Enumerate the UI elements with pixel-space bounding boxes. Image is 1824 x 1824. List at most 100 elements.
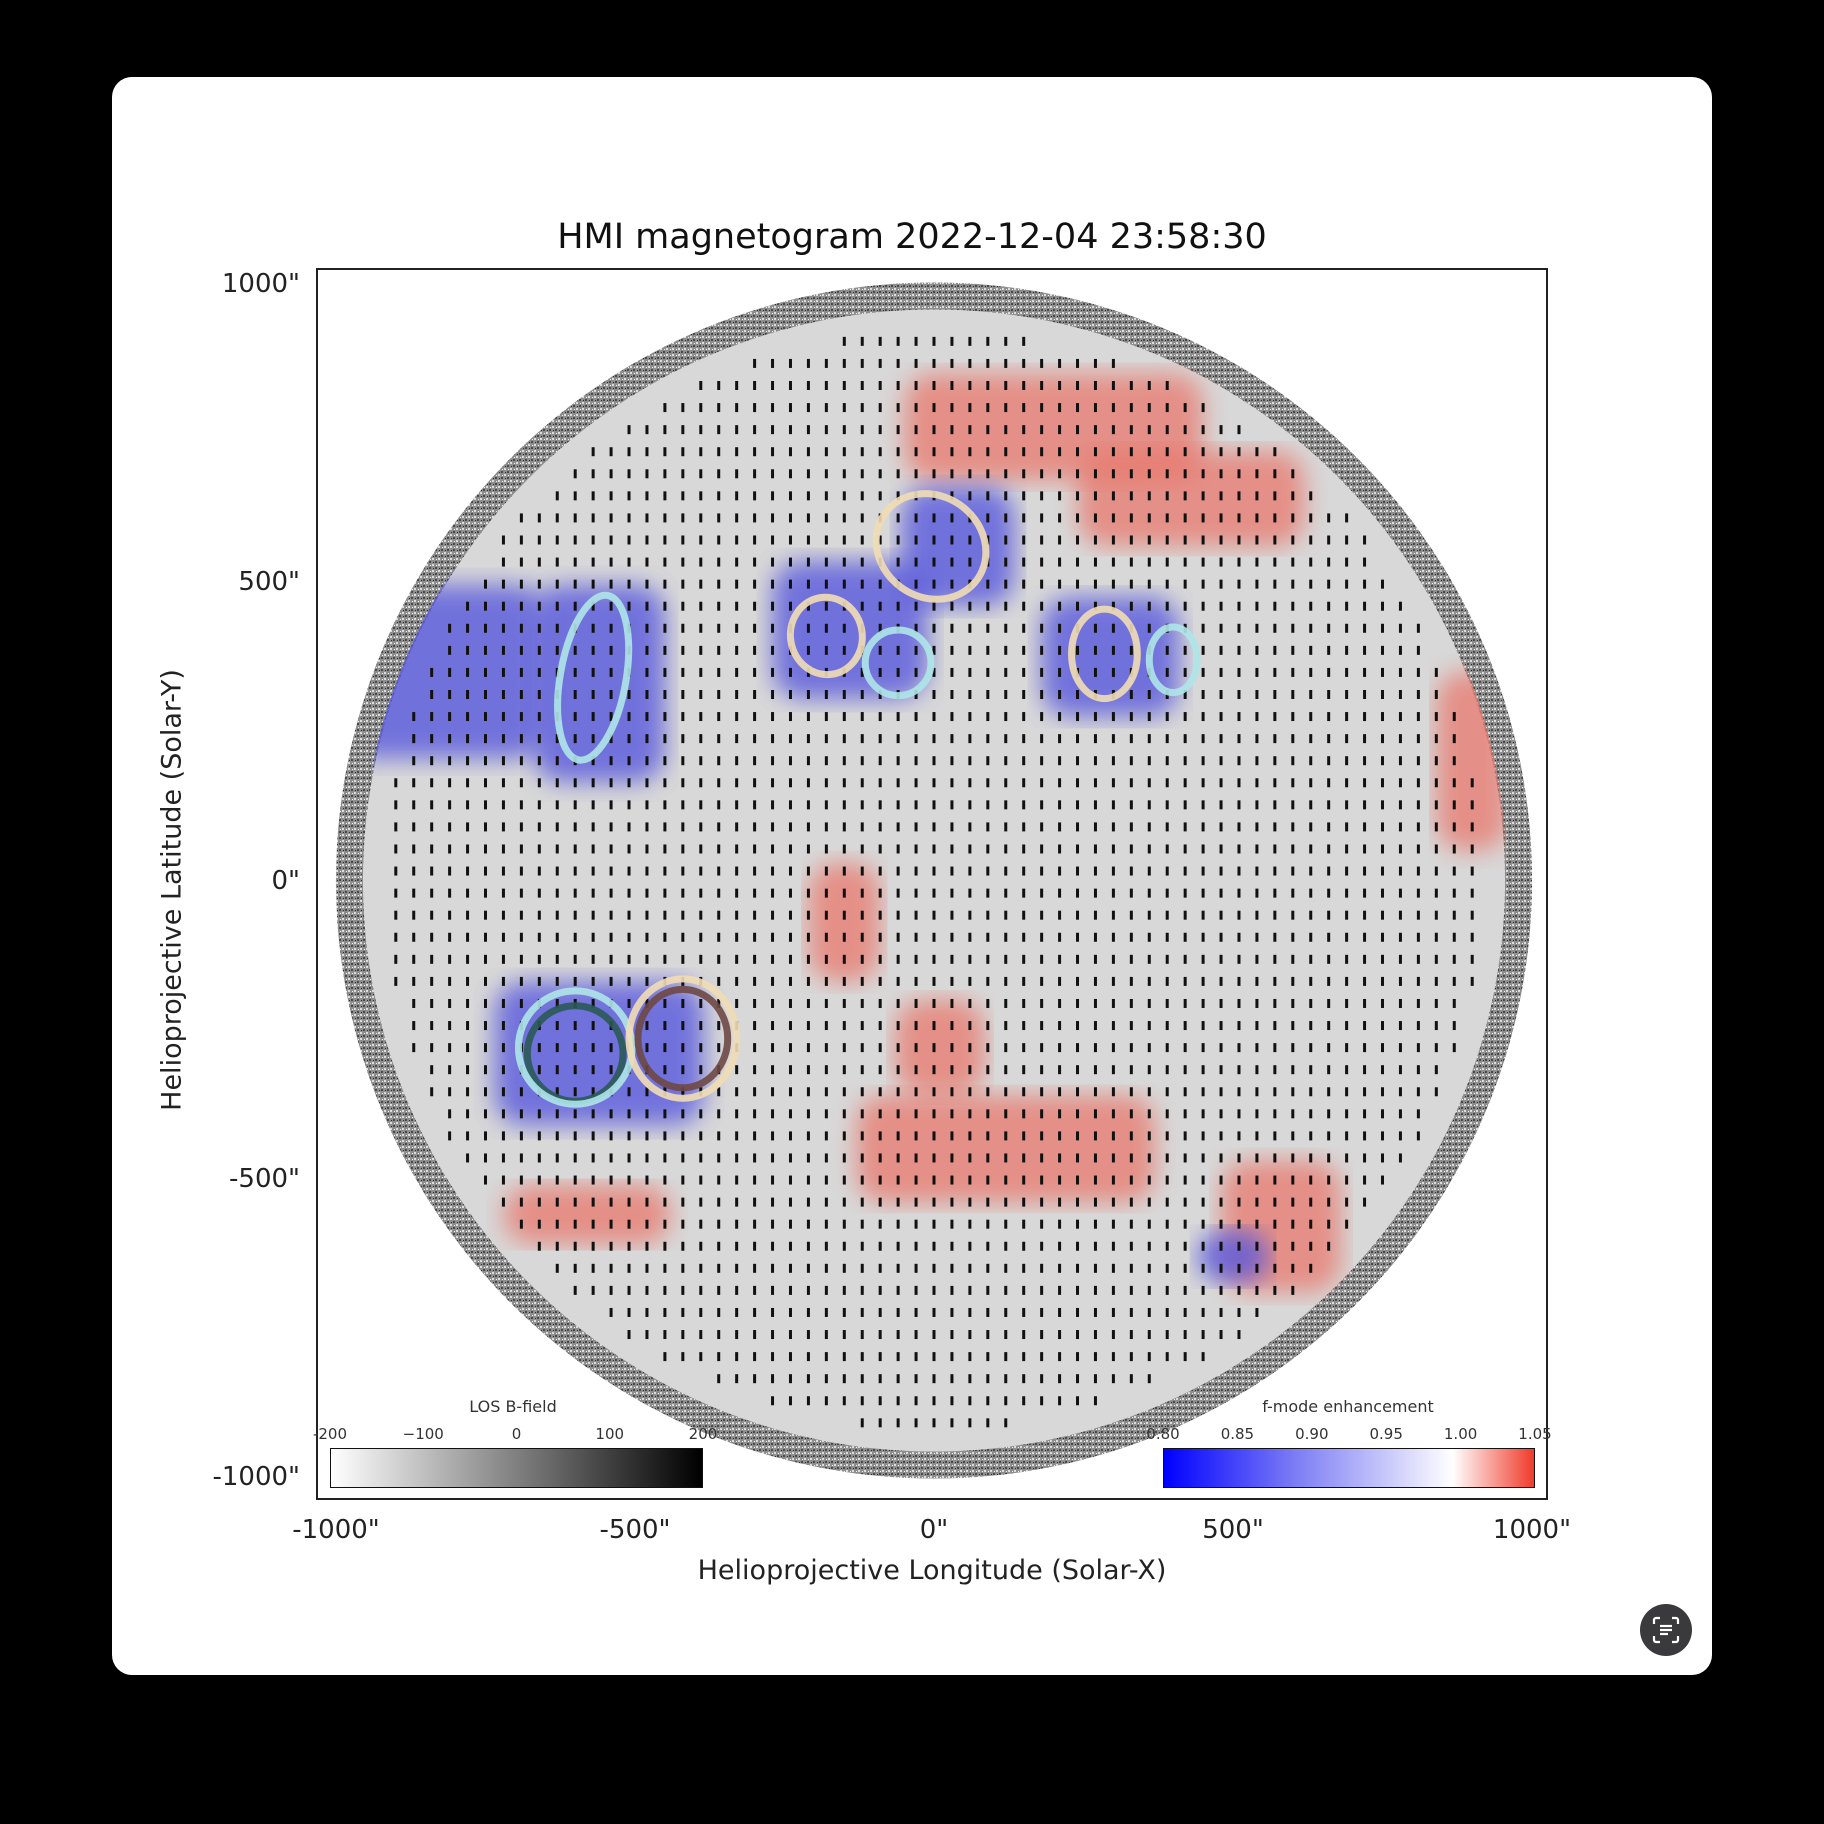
grid-dot <box>1255 888 1259 898</box>
fmode-colorbar-gradient <box>1163 1448 1535 1488</box>
grid-dot <box>788 1043 792 1053</box>
grid-dot <box>1111 381 1115 391</box>
grid-dot <box>968 689 972 699</box>
grid-dot <box>878 734 882 744</box>
grid-dot <box>1129 734 1133 744</box>
grid-dot <box>1093 601 1097 611</box>
grid-dot <box>1255 954 1259 964</box>
grid-dot <box>1381 712 1384 722</box>
grid-dot <box>1076 601 1080 611</box>
grid-dot <box>484 601 487 611</box>
grid-dot <box>1273 1131 1277 1141</box>
grid-dot <box>1398 778 1402 788</box>
grid-dot <box>968 800 972 810</box>
grid-dot <box>663 844 667 854</box>
grid-dot <box>1165 844 1169 854</box>
grid-dot <box>1111 1153 1115 1163</box>
grid-dot <box>681 1175 685 1185</box>
grid-dot <box>932 623 936 633</box>
grid-dot <box>1452 866 1456 876</box>
grid-dot <box>1309 601 1313 611</box>
grid-dot <box>1434 1087 1438 1097</box>
grid-dot <box>573 579 577 589</box>
grid-dot <box>842 844 846 854</box>
grid-dot <box>878 800 882 810</box>
scan-text-button[interactable] <box>1640 1604 1692 1656</box>
grid-dot <box>1129 1263 1133 1273</box>
grid-dot <box>717 932 721 942</box>
grid-dot <box>1327 778 1331 788</box>
grid-dot <box>1147 1197 1151 1207</box>
grid-dot <box>896 778 900 788</box>
grid-dot <box>788 734 792 744</box>
grid-dot <box>968 1418 972 1428</box>
grid-dot <box>394 800 398 810</box>
grid-dot <box>627 557 631 567</box>
grid-dot <box>555 778 559 788</box>
grid-dot <box>1040 1197 1044 1207</box>
grid-dot <box>950 1065 954 1075</box>
grid-dot <box>1452 998 1456 1008</box>
grid-dot <box>842 1374 846 1384</box>
grid-dot <box>609 601 613 611</box>
grid-dot <box>1165 910 1169 920</box>
grid-dot <box>806 623 810 633</box>
grid-dot <box>788 932 792 942</box>
grid-dot <box>699 1241 703 1251</box>
grid-dot <box>609 645 613 655</box>
grid-dot <box>1255 998 1259 1008</box>
grid-dot <box>1004 623 1008 633</box>
grid-dot <box>1255 645 1259 655</box>
grid-dot <box>878 425 882 435</box>
grid-dot <box>1147 756 1151 766</box>
x-tick-label: -1000" <box>292 1515 380 1545</box>
grid-dot <box>1255 667 1259 677</box>
grid-dot <box>1255 844 1259 854</box>
grid-dot <box>484 667 487 677</box>
grid-dot <box>753 998 757 1008</box>
grid-dot <box>950 910 954 920</box>
grid-dot <box>1040 1219 1044 1229</box>
grid-dot <box>771 667 775 677</box>
grid-dot <box>860 425 864 435</box>
grid-dot <box>699 381 703 391</box>
grid-dot <box>1111 998 1115 1008</box>
grid-dot <box>1345 689 1349 699</box>
grid-dot <box>1004 1043 1008 1053</box>
grid-dot <box>1363 734 1367 744</box>
grid-dot <box>950 491 954 501</box>
grid-dot <box>1219 557 1223 567</box>
grid-dot <box>1273 932 1277 942</box>
grid-dot <box>1363 1175 1367 1185</box>
grid-dot <box>645 513 649 523</box>
grid-dot <box>806 800 810 810</box>
grid-dot <box>1345 888 1349 898</box>
grid-dot <box>537 932 541 942</box>
grid-dot <box>1219 932 1223 942</box>
grid-dot <box>1040 1175 1044 1185</box>
grid-dot <box>484 756 487 766</box>
grid-dot <box>1076 425 1080 435</box>
grid-dot <box>591 689 595 699</box>
grid-dot <box>1183 689 1187 699</box>
grid-dot <box>430 822 434 832</box>
grid-dot <box>788 756 792 766</box>
grid-dot <box>663 1263 667 1273</box>
grid-dot <box>824 447 828 457</box>
grid-dot <box>466 667 470 677</box>
grid-dot <box>1291 689 1295 699</box>
grid-dot <box>932 689 936 699</box>
grid-dot <box>466 954 470 964</box>
grid-dot <box>842 1131 846 1141</box>
grid-dot <box>950 844 954 854</box>
grid-dot <box>1183 1065 1187 1075</box>
grid-dot <box>1076 1374 1080 1384</box>
grid-dot <box>1058 1330 1062 1340</box>
grid-dot <box>1040 1396 1044 1406</box>
grid-dot <box>717 888 721 898</box>
grid-dot <box>824 1065 828 1075</box>
grid-dot <box>1219 491 1223 501</box>
grid-dot <box>1416 1109 1420 1119</box>
grid-dot <box>537 712 541 722</box>
grid-dot <box>1165 1330 1169 1340</box>
